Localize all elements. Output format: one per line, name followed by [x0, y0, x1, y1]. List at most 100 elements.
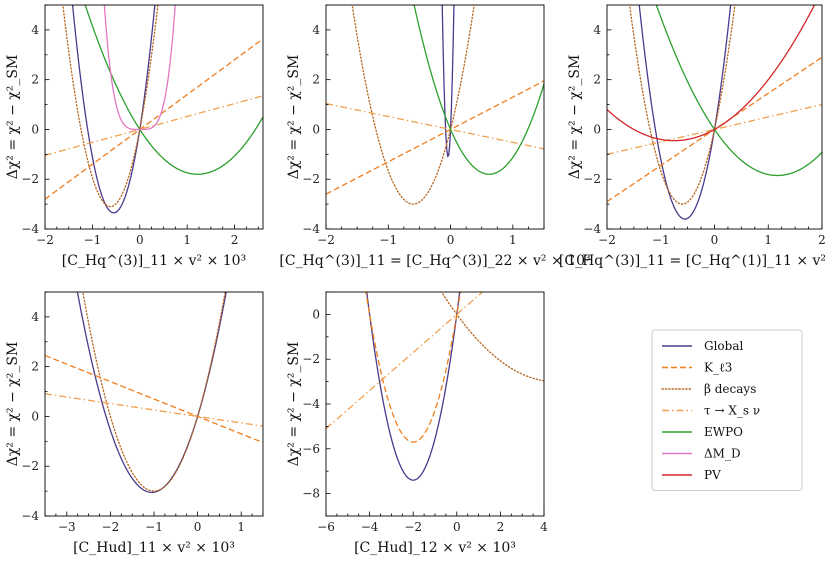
x-tick-label: 2 — [497, 520, 505, 534]
x-tick-label: 1 — [509, 233, 517, 247]
series-group — [45, 5, 263, 214]
x-tick-label: −1 — [379, 233, 397, 247]
y-tick-label: −2 — [583, 172, 601, 186]
series-line-global — [366, 292, 461, 481]
series-group — [607, 5, 822, 220]
series-line-ewpo — [655, 5, 822, 177]
legend-label-beta: β decays — [704, 382, 756, 396]
legend-label-global: Global — [704, 339, 743, 353]
x-tick-label: 1 — [183, 233, 191, 247]
series-line-global — [441, 5, 455, 158]
y-tick-label: 2 — [312, 73, 320, 87]
y-tick-label: −4 — [21, 509, 39, 523]
x-tick-label: 2 — [231, 233, 239, 247]
x-tick-label: 0 — [453, 520, 461, 534]
plot-frame — [44, 291, 264, 517]
y-tick-label: 2 — [31, 360, 39, 374]
series-group — [45, 292, 263, 494]
x-tick-label: −2 — [102, 520, 120, 534]
y-tick-label: 2 — [593, 73, 601, 87]
plot-frame — [606, 4, 823, 230]
series-line-kl3 — [45, 38, 263, 200]
y-tick-label: 0 — [593, 122, 601, 136]
y-tick-label: −4 — [21, 222, 39, 236]
y-tick-label: −2 — [21, 172, 39, 186]
y-tick-label: −2 — [21, 459, 39, 473]
y-tick-label: −4 — [302, 222, 320, 236]
x-tick-label: −1 — [84, 233, 102, 247]
panel-bottom-middle: −6 −4 −2 0 2 4 −8 −6 −4 −2 0 [C_Hud]_12 × v² × 10³ Δ… — [286, 291, 548, 556]
series-line-beta — [440, 292, 544, 382]
series-group — [326, 292, 544, 481]
x-tick-label: −2 — [404, 520, 422, 534]
y-axis-label: Δχ² = χ² − χ²_SM — [286, 342, 302, 467]
y-tick-label: 0 — [312, 122, 320, 136]
y-tick-label: 4 — [593, 23, 601, 37]
x-tick-label: −3 — [58, 520, 76, 534]
x-axis-label: [C_Hq^(3)]_11 = [C_Hq^(1)]_11 × v² × 10³ — [559, 253, 831, 269]
x-tick-label: −2 — [317, 233, 335, 247]
x-tick-label: 1 — [764, 233, 772, 247]
legend-box — [651, 329, 803, 491]
series-line-tau — [326, 292, 484, 430]
y-axis-label: Δχ² = χ² − χ²_SM — [286, 55, 302, 180]
series-line-ewpo — [84, 5, 263, 175]
legend-label-ewpo: EWPO — [704, 425, 743, 439]
x-tick-label: 0 — [447, 233, 455, 247]
x-tick-label: 0 — [194, 520, 202, 534]
plot-frame — [44, 4, 264, 230]
y-tick-label: 2 — [31, 73, 39, 87]
x-tick-label: 1 — [237, 520, 245, 534]
x-axis-label: [C_Hq^(3)]_11 × v² × 10³ — [62, 253, 246, 269]
x-tick-label: −6 — [317, 520, 335, 534]
series-line-global — [76, 292, 227, 494]
legend-label-kl3: K_ℓ3 — [704, 361, 732, 375]
series-line-beta — [82, 292, 226, 492]
y-tick-label: 0 — [31, 122, 39, 136]
y-tick-label: −6 — [302, 442, 320, 456]
series-line-kl3 — [45, 354, 263, 444]
x-tick-label: 0 — [711, 233, 719, 247]
series-line-kl3 — [365, 292, 462, 443]
series-line-beta — [62, 5, 159, 208]
x-tick-label: 0 — [136, 233, 144, 247]
series-line-beta — [351, 5, 475, 205]
plot-frame — [325, 4, 545, 230]
x-axis-label: [C_Hud]_12 × v² × 10³ — [354, 540, 516, 556]
y-tick-label: 0 — [312, 307, 320, 321]
x-tick-label: 2 — [818, 233, 826, 247]
x-tick-label: −2 — [598, 233, 616, 247]
x-tick-label: −1 — [652, 233, 670, 247]
y-tick-label: −8 — [302, 487, 320, 501]
y-tick-label: 0 — [31, 409, 39, 423]
series-line-tau — [326, 102, 544, 150]
legend-label-pv: PV — [704, 468, 721, 482]
series-line-ewpo — [413, 5, 544, 175]
panel-bottom-left: −3 −2 −1 0 1 −4 −2 0 2 4 [C_Hud]_11 × v² × 10³ Δχ² … — [5, 291, 264, 556]
y-tick-label: −4 — [302, 397, 320, 411]
series-line-global — [71, 5, 156, 214]
x-tick-label: −4 — [361, 520, 379, 534]
x-tick-label: −1 — [145, 520, 163, 534]
y-tick-label: −4 — [583, 222, 601, 236]
series-line-pv — [607, 5, 816, 142]
plot-frame — [325, 291, 545, 517]
x-tick-label: 4 — [540, 520, 548, 534]
x-axis-label: [C_Hud]_11 × v² × 10³ — [73, 540, 235, 556]
x-tick-label: −2 — [36, 233, 54, 247]
x-axis-label: [C_Hq^(3)]_11 = [C_Hq^(3)]_22 × v² × 10³ — [279, 253, 590, 269]
y-tick-label: −2 — [302, 352, 320, 366]
y-tick-label: 4 — [312, 23, 320, 37]
series-line-kl3 — [326, 80, 544, 195]
y-tick-label: 4 — [31, 23, 39, 37]
y-axis-label: Δχ² = χ² − χ²_SM — [5, 55, 21, 180]
series-line-deltaMD — [103, 5, 176, 131]
series-line-global — [638, 5, 732, 220]
y-axis-label: Δχ² = χ² − χ²_SM — [567, 55, 583, 180]
legend: Global K_ℓ3 β decays τ → X_s ν EWPO ΔM_D PV — [651, 329, 803, 491]
legend-label-deltaMD: ΔM_D — [704, 447, 741, 461]
